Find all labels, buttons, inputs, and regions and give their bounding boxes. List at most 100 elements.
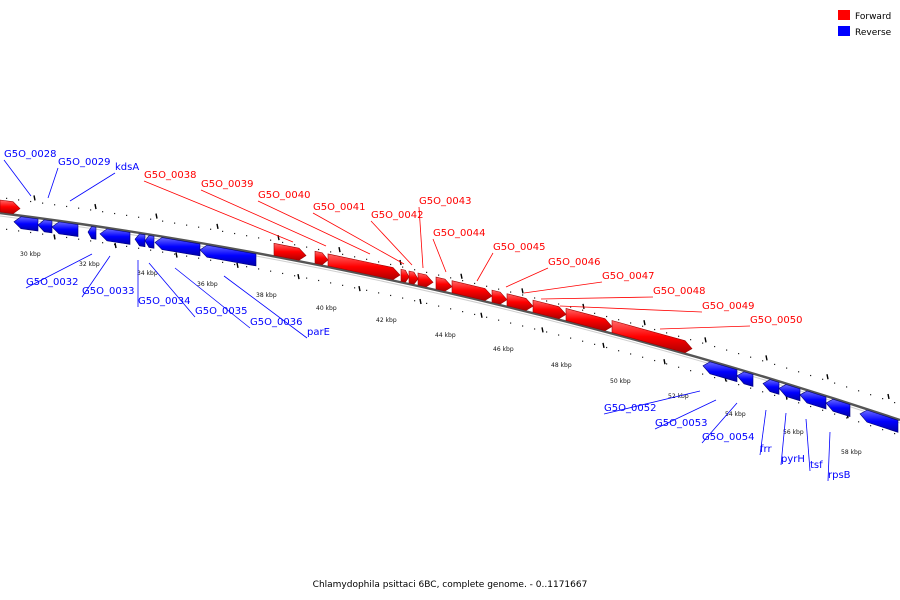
- strand-dot: [594, 343, 596, 345]
- gene-label[interactable]: G5O_0032: [26, 277, 78, 288]
- gene-label[interactable]: G5O_0046: [548, 257, 600, 268]
- gene-label[interactable]: G5O_0033: [82, 286, 134, 297]
- gene-label[interactable]: G5O_0029: [58, 157, 110, 168]
- strand-dot: [570, 306, 572, 308]
- major-tick: [175, 252, 178, 258]
- gene-label[interactable]: G5O_0054: [702, 432, 754, 443]
- leader-line: [805, 418, 811, 472]
- strand-dot: [270, 239, 272, 241]
- forward-gene[interactable]: [0, 199, 21, 214]
- gene-label[interactable]: G5O_0045: [493, 242, 545, 253]
- reverse-gene[interactable]: [13, 216, 39, 232]
- strand-dot: [330, 282, 332, 284]
- major-tick: [602, 342, 605, 349]
- gene-blocks: [0, 199, 899, 433]
- reverse-gene[interactable]: [762, 379, 780, 395]
- reverse-gene[interactable]: [702, 361, 738, 383]
- forward-gene[interactable]: [491, 289, 508, 305]
- gene-label[interactable]: G5O_0048: [653, 286, 705, 297]
- reverse-gene[interactable]: [736, 371, 754, 387]
- forward-gene[interactable]: [327, 253, 401, 280]
- strand-dot: [702, 342, 704, 344]
- gene-label[interactable]: rpsB: [828, 470, 851, 481]
- major-tick: [480, 312, 483, 318]
- forward-gene[interactable]: [451, 280, 493, 301]
- reverse-gene[interactable]: [199, 244, 257, 267]
- strand-dot: [834, 382, 836, 384]
- gene-label[interactable]: G5O_0040: [258, 190, 310, 201]
- reverse-gene[interactable]: [37, 219, 53, 234]
- gene-label[interactable]: G5O_0043: [419, 196, 471, 207]
- gene-label[interactable]: G5O_0028: [4, 149, 56, 160]
- gene-label[interactable]: G5O_0052: [604, 403, 656, 414]
- forward-gene[interactable]: [417, 272, 434, 288]
- strand-dot: [174, 222, 176, 224]
- strand-dot: [822, 378, 824, 380]
- gene-label[interactable]: G5O_0035: [195, 306, 247, 317]
- major-tick: [887, 393, 890, 400]
- forward-gene[interactable]: [565, 308, 613, 332]
- reverse-gene[interactable]: [99, 228, 131, 245]
- scale-label: 42 kbp: [376, 317, 397, 324]
- gene-label[interactable]: G5O_0041: [313, 202, 365, 213]
- scale-label: 32 kbp: [79, 261, 100, 268]
- leader-line: [780, 412, 787, 466]
- gene-label[interactable]: G5O_0038: [144, 170, 196, 181]
- strand-dot: [342, 284, 344, 286]
- major-tick: [236, 262, 239, 269]
- forward-gene[interactable]: [611, 320, 693, 354]
- strand-dot: [126, 214, 128, 216]
- strand-dot: [510, 291, 512, 293]
- reverse-gene[interactable]: [144, 235, 155, 249]
- strand-dot: [282, 272, 284, 275]
- forward-gene[interactable]: [400, 268, 410, 283]
- strand-dot: [90, 209, 92, 211]
- strand-dot: [726, 349, 728, 351]
- strand-dot: [438, 305, 440, 307]
- leader-line: [257, 200, 371, 255]
- gene-label[interactable]: tsf: [810, 460, 823, 471]
- gene-label[interactable]: G5O_0049: [702, 301, 754, 312]
- forward-gene[interactable]: [532, 299, 567, 320]
- gene-label[interactable]: G5O_0050: [750, 315, 802, 326]
- gene-label[interactable]: G5O_0034: [138, 296, 190, 307]
- leader-line: [540, 296, 654, 300]
- strand-dot: [774, 394, 776, 397]
- forward-gene[interactable]: [314, 250, 329, 266]
- strand-dot: [690, 339, 692, 341]
- reverse-gene[interactable]: [859, 409, 899, 433]
- strand-dot: [642, 356, 644, 358]
- strand-dot: [426, 302, 428, 304]
- scale-label: 36 kbp: [197, 281, 218, 288]
- gene-label[interactable]: frr: [760, 444, 772, 455]
- reverse-gene[interactable]: [87, 226, 97, 240]
- gene-label[interactable]: kdsA: [115, 162, 139, 173]
- strand-dot: [18, 199, 20, 201]
- gene-label[interactable]: G5O_0053: [655, 418, 707, 429]
- gene-label[interactable]: pyrH: [781, 454, 805, 465]
- forward-gene[interactable]: [435, 276, 453, 292]
- strand-dot: [738, 384, 740, 386]
- gene-label[interactable]: G5O_0039: [201, 179, 253, 190]
- scale-label: 40 kbp: [316, 305, 337, 312]
- leader-line: [69, 172, 116, 202]
- reverse-gene[interactable]: [51, 221, 79, 237]
- gene-label[interactable]: G5O_0042: [371, 210, 423, 221]
- strand-dot: [570, 337, 572, 339]
- forward-gene[interactable]: [273, 242, 307, 261]
- forward-gene[interactable]: [408, 270, 419, 285]
- reverse-gene[interactable]: [825, 398, 851, 418]
- gene-label[interactable]: G5O_0047: [602, 271, 654, 282]
- leader-line: [603, 390, 701, 415]
- strand-dot: [282, 241, 284, 244]
- gene-label[interactable]: G5O_0044: [433, 228, 485, 239]
- forward-gene[interactable]: [506, 293, 534, 311]
- reverse-gene[interactable]: [154, 237, 201, 257]
- strand-dot: [606, 315, 608, 318]
- strand-dot: [414, 269, 416, 271]
- major-tick: [521, 288, 524, 294]
- strand-dot: [138, 247, 140, 249]
- gene-label[interactable]: G5O_0036: [250, 317, 302, 328]
- gene-label[interactable]: parE: [307, 327, 330, 338]
- scale-label: 48 kbp: [551, 362, 572, 369]
